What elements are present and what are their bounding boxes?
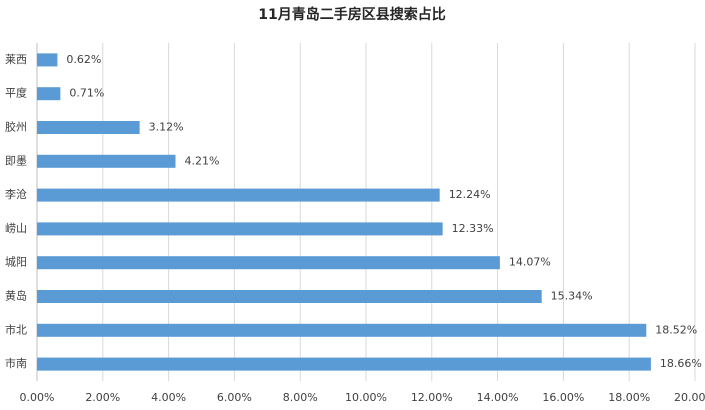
bar [37, 323, 647, 337]
x-tick-label: 14.00% [477, 391, 519, 404]
x-tick-label: 18.00% [608, 391, 650, 404]
x-tick-label: 20.00% [674, 391, 705, 404]
x-tick-label: 16.00% [542, 391, 584, 404]
y-tick-label: 李沧 [5, 187, 27, 201]
value-label: 0.71% [69, 87, 104, 100]
value-label: 15.34% [551, 290, 593, 303]
bar [37, 222, 443, 236]
y-tick-label: 城阳 [5, 256, 27, 269]
y-tick-label: 莱西 [5, 53, 27, 66]
x-tick-label: 0.00% [20, 391, 55, 404]
value-label: 12.24% [449, 188, 491, 201]
value-label: 12.33% [452, 222, 494, 235]
x-tick-label: 4.00% [151, 391, 186, 404]
y-tick-label: 即墨 [5, 154, 27, 167]
value-label: 0.62% [66, 53, 101, 66]
y-tick-label: 黄岛 [5, 289, 27, 303]
y-tick-label: 胶州 [5, 120, 27, 134]
bar [37, 357, 651, 371]
x-tick-label: 10.00% [345, 391, 387, 404]
bar [37, 256, 500, 270]
bar [37, 53, 58, 67]
value-label: 4.21% [185, 154, 220, 167]
value-label: 18.66% [660, 357, 702, 370]
x-tick-label: 8.00% [283, 391, 318, 404]
bar [37, 121, 140, 134]
x-tick-label: 12.00% [411, 391, 453, 404]
y-tick-label: 平度 [5, 86, 27, 100]
y-tick-label: 市北 [5, 322, 27, 336]
bar [37, 87, 61, 101]
y-tick-label: 崂山 [5, 222, 27, 235]
value-label: 14.07% [509, 256, 551, 269]
value-label: 18.52% [655, 323, 697, 336]
value-label: 3.12% [149, 121, 184, 134]
bar [37, 290, 542, 303]
bar [37, 188, 440, 202]
x-tick-label: 2.00% [85, 391, 120, 404]
x-tick-label: 6.00% [217, 391, 252, 404]
bar [37, 154, 176, 168]
chart-title: 11月青岛二手房区县搜索占比 [258, 6, 445, 23]
y-tick-label: 市南 [5, 356, 27, 370]
